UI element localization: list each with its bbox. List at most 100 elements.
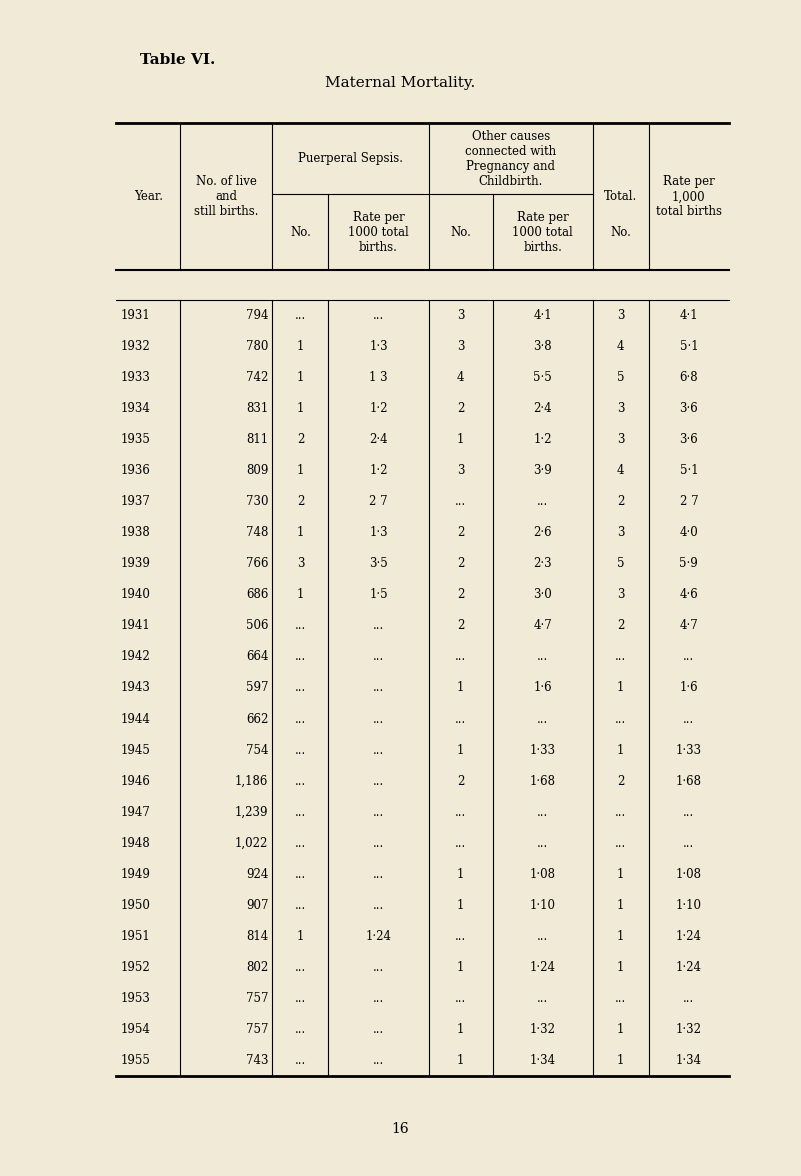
Text: 809: 809	[246, 465, 268, 477]
Text: 2: 2	[457, 620, 465, 633]
Text: 1: 1	[296, 588, 304, 601]
Text: 4: 4	[617, 340, 625, 353]
Text: 1: 1	[617, 1023, 625, 1036]
Text: 924: 924	[246, 868, 268, 881]
Text: ...: ...	[372, 681, 384, 695]
Text: 1·08: 1·08	[676, 868, 702, 881]
Text: 1947: 1947	[120, 806, 150, 818]
Text: 2: 2	[617, 620, 625, 633]
Text: 662: 662	[246, 713, 268, 726]
Text: ...: ...	[372, 620, 384, 633]
Text: 742: 742	[246, 370, 268, 385]
Text: 1945: 1945	[120, 743, 150, 756]
Text: 1,022: 1,022	[235, 836, 268, 850]
Text: 1943: 1943	[120, 681, 150, 695]
Text: 1·2: 1·2	[533, 433, 552, 446]
Text: ...: ...	[455, 806, 466, 818]
Text: 4·7: 4·7	[533, 620, 552, 633]
Text: 1: 1	[617, 868, 625, 881]
Text: 1: 1	[617, 961, 625, 974]
Text: Rate per
1000 total
births.: Rate per 1000 total births.	[348, 211, 409, 254]
Text: No.: No.	[450, 226, 471, 239]
Text: ...: ...	[372, 868, 384, 881]
Text: 907: 907	[246, 898, 268, 911]
Text: 1: 1	[296, 930, 304, 943]
Text: ...: ...	[455, 836, 466, 850]
Text: 1·2: 1·2	[369, 465, 388, 477]
Text: ...: ...	[295, 1023, 306, 1036]
Text: 3: 3	[617, 309, 625, 322]
Text: 1933: 1933	[120, 370, 150, 385]
Text: ...: ...	[372, 713, 384, 726]
Text: ...: ...	[683, 806, 694, 818]
Text: 1: 1	[457, 433, 465, 446]
Text: ...: ...	[372, 1023, 384, 1036]
Text: 802: 802	[246, 961, 268, 974]
Text: 3: 3	[617, 526, 625, 540]
Text: ...: ...	[455, 650, 466, 663]
Text: Rate per
1000 total
births.: Rate per 1000 total births.	[513, 211, 573, 254]
Text: ...: ...	[295, 898, 306, 911]
Text: ...: ...	[295, 836, 306, 850]
Text: 1940: 1940	[120, 588, 150, 601]
Text: 1935: 1935	[120, 433, 150, 446]
Text: 3: 3	[457, 340, 465, 353]
Text: 1936: 1936	[120, 465, 150, 477]
Text: ...: ...	[372, 650, 384, 663]
Text: Maternal Mortality.: Maternal Mortality.	[325, 76, 476, 91]
Text: ...: ...	[295, 620, 306, 633]
Text: 1·68: 1·68	[676, 775, 702, 788]
Text: 1: 1	[457, 681, 465, 695]
Text: ...: ...	[372, 898, 384, 911]
Text: ...: ...	[295, 991, 306, 1005]
Text: 3·0: 3·0	[533, 588, 552, 601]
Text: 1932: 1932	[120, 340, 150, 353]
Text: 1 3: 1 3	[369, 370, 388, 385]
Text: ...: ...	[537, 713, 549, 726]
Text: ...: ...	[683, 836, 694, 850]
Text: 1: 1	[296, 340, 304, 353]
Text: 748: 748	[246, 526, 268, 540]
Text: 4: 4	[457, 370, 465, 385]
Text: 814: 814	[246, 930, 268, 943]
Text: 2: 2	[617, 495, 625, 508]
Text: 1: 1	[617, 1054, 625, 1067]
Text: 1931: 1931	[120, 309, 150, 322]
Text: ...: ...	[295, 1054, 306, 1067]
Text: 1·6: 1·6	[533, 681, 552, 695]
Text: 1937: 1937	[120, 495, 150, 508]
Text: 597: 597	[246, 681, 268, 695]
Text: 1: 1	[457, 868, 465, 881]
Text: 1·24: 1·24	[365, 930, 392, 943]
Text: 1·24: 1·24	[676, 930, 702, 943]
Text: 754: 754	[246, 743, 268, 756]
Text: 1955: 1955	[120, 1054, 150, 1067]
Text: ...: ...	[295, 309, 306, 322]
Text: ...: ...	[537, 495, 549, 508]
Text: 3·6: 3·6	[679, 402, 698, 415]
Text: 831: 831	[246, 402, 268, 415]
Text: ...: ...	[372, 743, 384, 756]
Text: 1: 1	[296, 465, 304, 477]
Text: 1·33: 1·33	[529, 743, 556, 756]
Text: 664: 664	[246, 650, 268, 663]
Text: ...: ...	[683, 713, 694, 726]
Text: ...: ...	[295, 650, 306, 663]
Text: 1·33: 1·33	[676, 743, 702, 756]
Text: 4: 4	[617, 465, 625, 477]
Text: 1·68: 1·68	[529, 775, 556, 788]
Text: 1941: 1941	[120, 620, 150, 633]
Text: 1954: 1954	[120, 1023, 150, 1036]
Text: 4·1: 4·1	[679, 309, 698, 322]
Text: 2·4: 2·4	[369, 433, 388, 446]
Text: 1: 1	[457, 898, 465, 911]
Text: ...: ...	[615, 991, 626, 1005]
Text: 4·1: 4·1	[533, 309, 552, 322]
Text: ...: ...	[455, 991, 466, 1005]
Text: 1944: 1944	[120, 713, 150, 726]
Text: ...: ...	[295, 743, 306, 756]
Text: 1: 1	[457, 743, 465, 756]
Text: 5: 5	[617, 557, 625, 570]
Text: ...: ...	[683, 650, 694, 663]
Text: 1948: 1948	[120, 836, 150, 850]
